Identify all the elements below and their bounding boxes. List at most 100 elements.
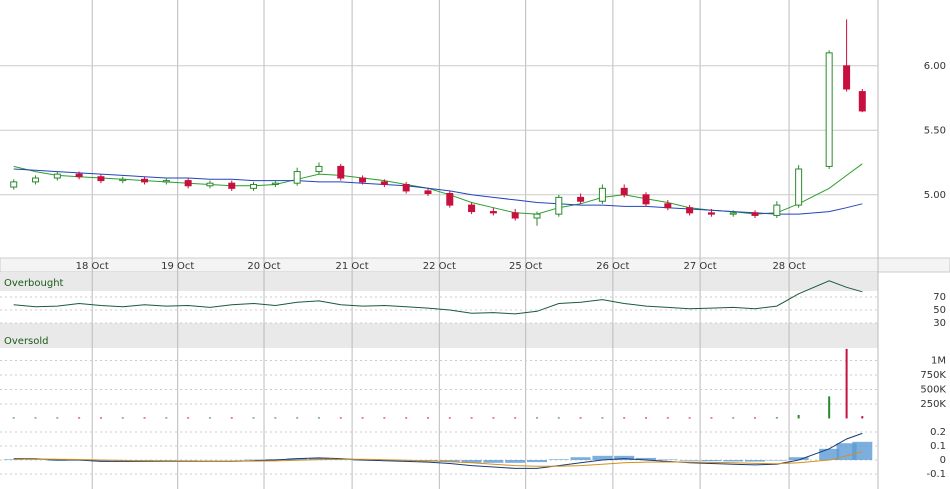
volume-bar <box>775 417 778 419</box>
candle-body <box>533 213 541 219</box>
macd-histogram-bar <box>483 460 504 463</box>
macd-histogram-bar <box>439 460 460 462</box>
x-tick-label: 20 Oct <box>247 261 280 272</box>
candle-body <box>468 204 476 213</box>
y-tick-label: 5.50 <box>924 125 946 136</box>
candle-body <box>729 212 737 215</box>
candle-body <box>825 52 833 167</box>
volume-bar <box>99 417 102 419</box>
candle-body <box>751 212 759 216</box>
volume-bar <box>828 396 831 419</box>
y-tick-label: 50 <box>933 305 946 316</box>
macd-histogram-bar <box>287 458 308 461</box>
macd-histogram-bar <box>636 457 657 461</box>
macd-histogram-bar <box>461 460 482 463</box>
volume-bar <box>12 417 15 419</box>
moving-average <box>13 168 863 215</box>
macd-histogram-bar <box>852 441 873 461</box>
volume-bar <box>557 417 560 419</box>
candle-body <box>843 65 851 90</box>
volume-bar <box>666 417 669 419</box>
candle-body <box>795 168 803 206</box>
macd-histogram-bar <box>819 448 840 461</box>
x-tick-label: 21 Oct <box>336 261 369 272</box>
candle-body <box>53 173 61 179</box>
volume-bar <box>187 417 190 419</box>
candle-body <box>162 180 170 183</box>
volume-bar <box>845 348 848 419</box>
volume-bar <box>274 417 277 419</box>
volume-bar <box>252 417 255 419</box>
candle-body <box>642 194 650 205</box>
candle-body <box>315 165 323 173</box>
macd-histogram-bar <box>723 460 744 462</box>
volume-bar <box>470 417 473 419</box>
y-tick-label: 500K <box>920 384 946 395</box>
volume-bar <box>208 417 211 419</box>
macd-histogram-bar <box>679 460 700 461</box>
macd-histogram-bar <box>701 460 722 462</box>
candle-body <box>10 181 18 188</box>
macd-histogram-bar <box>657 459 678 461</box>
volume-bar <box>514 417 517 419</box>
macd-histogram-bar <box>788 457 809 461</box>
volume-bar <box>383 417 386 419</box>
candle-body <box>228 182 236 189</box>
candle-body <box>555 196 563 215</box>
candle-body <box>664 203 672 209</box>
y-tick-label: 0.1 <box>930 441 946 452</box>
volume-bar <box>645 417 648 419</box>
y-tick-label: 6.00 <box>924 61 946 72</box>
y-tick-label: 0.2 <box>930 427 946 438</box>
candle-body <box>446 193 454 206</box>
candle-body <box>424 190 432 194</box>
candle-body <box>271 182 279 185</box>
oversold-label: Oversold <box>4 336 49 347</box>
candle-body <box>250 183 258 189</box>
volume-bar <box>405 417 408 419</box>
volume-bar <box>34 417 37 419</box>
y-tick-label: 30 <box>933 318 946 329</box>
rsi-line <box>13 280 863 315</box>
volume-bar <box>492 417 495 419</box>
candle-body <box>359 177 367 183</box>
volume-bar <box>361 417 364 419</box>
volume-bar <box>296 417 299 419</box>
volume-bar <box>339 417 342 419</box>
y-tick-label: 0 <box>940 455 946 466</box>
candle-body <box>206 182 214 187</box>
x-tick-label: 18 Oct <box>76 261 109 272</box>
volume-bar <box>732 417 735 419</box>
volume-bar <box>688 417 691 419</box>
macd-histogram-bar <box>330 459 351 461</box>
volume-bar <box>121 417 124 419</box>
macd-histogram-bar <box>570 457 591 461</box>
candle-body <box>141 178 149 183</box>
candle-body <box>75 173 83 178</box>
overbought-label: Overbought <box>4 278 64 289</box>
volume-bar <box>78 417 81 419</box>
volume-bar <box>426 417 429 419</box>
macd-histogram-bar <box>526 460 547 463</box>
candle-body <box>620 187 628 196</box>
macd-line <box>13 451 863 467</box>
candle-body <box>32 177 40 183</box>
candle-body <box>577 196 585 202</box>
volume-bar <box>797 414 800 419</box>
macd-line <box>13 432 863 469</box>
volume-bar <box>623 417 626 419</box>
volume-bar <box>165 417 168 419</box>
candle-body <box>380 181 388 185</box>
x-tick-label: 25 Oct <box>509 261 542 272</box>
macd-histogram-bar <box>836 443 857 461</box>
macd-histogram-bar <box>505 460 526 463</box>
macd-histogram-bar <box>614 455 635 461</box>
candle-body <box>598 187 606 202</box>
x-tick-label: 22 Oct <box>423 261 456 272</box>
y-tick-label: 70 <box>933 292 946 303</box>
volume-bar <box>143 417 146 419</box>
volume-bar <box>579 417 582 419</box>
candle-body <box>119 178 127 182</box>
y-tick-label: 1M <box>931 355 946 366</box>
macd-histogram-bar <box>90 460 111 462</box>
